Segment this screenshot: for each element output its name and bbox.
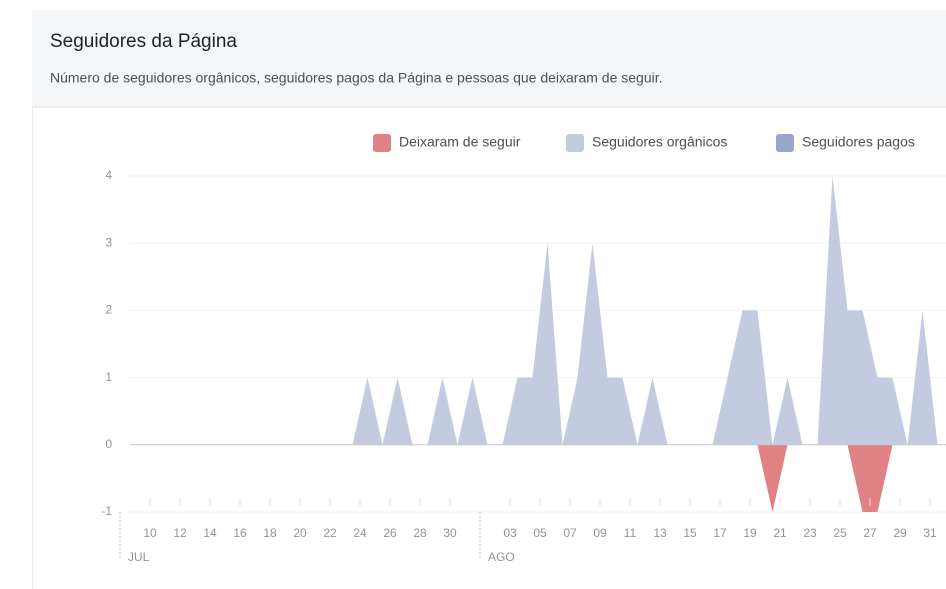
x-tick-label: 24 [353, 526, 367, 540]
x-tick-label: 03 [503, 526, 517, 540]
legend-swatch [776, 134, 794, 152]
y-tick-label: 1 [105, 370, 112, 384]
header-bg [32, 10, 946, 107]
x-tick-label: 28 [413, 526, 427, 540]
x-tick-label: 18 [263, 526, 277, 540]
y-tick-label: 3 [105, 235, 112, 249]
x-tick-label: 07 [563, 526, 577, 540]
legend-label: Deixaram de seguir [399, 134, 521, 150]
month-label: JUL [128, 550, 150, 564]
x-tick-label: 17 [713, 526, 727, 540]
y-tick-label: -1 [101, 504, 112, 518]
chart-title: Seguidores da Página [50, 31, 237, 52]
month-label: AGO [488, 550, 515, 564]
x-tick-label: 20 [293, 526, 307, 540]
x-tick-label: 25 [833, 526, 847, 540]
legend-swatch [566, 134, 584, 152]
x-tick-label: 05 [533, 526, 547, 540]
chart-subtitle: Número de seguidores orgânicos, seguidor… [50, 70, 663, 86]
y-tick-label: 4 [105, 168, 112, 182]
x-tick-label: 23 [803, 526, 817, 540]
y-tick-label: 2 [105, 303, 112, 317]
area [142, 444, 938, 512]
x-tick-label: 29 [893, 526, 907, 540]
x-tick-label: 14 [203, 526, 217, 540]
x-tick-label: 19 [743, 526, 757, 540]
x-tick-label: 13 [653, 526, 667, 540]
legend-label: Seguidores orgânicos [592, 134, 727, 150]
legend-swatch [373, 134, 391, 152]
x-tick-label: 12 [173, 526, 187, 540]
x-tick-label: 11 [624, 526, 637, 540]
x-tick-label: 26 [383, 526, 397, 540]
x-tick-label: 27 [863, 526, 877, 540]
x-tick-label: 30 [443, 526, 457, 540]
x-tick-label: 09 [593, 526, 607, 540]
x-tick-label: 21 [773, 526, 787, 540]
y-tick-label: 0 [105, 437, 112, 451]
area [142, 176, 938, 445]
x-tick-label: 15 [683, 526, 697, 540]
legend-label: Seguidores pagos [802, 134, 915, 150]
x-tick-label: 10 [143, 526, 157, 540]
x-tick-label: 31 [923, 526, 937, 540]
x-tick-label: 22 [323, 526, 337, 540]
x-tick-label: 16 [233, 526, 247, 540]
